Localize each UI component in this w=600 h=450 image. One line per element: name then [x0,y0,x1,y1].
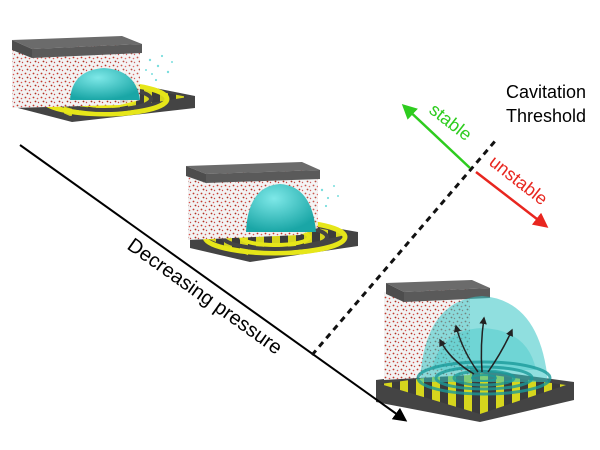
panel-medium-pressure-stable-nanobubble [186,162,358,262]
stable-label: stable [426,99,476,144]
nanobubble-medium [246,184,316,232]
nanobubble-cavitating [420,296,548,382]
expansion-arrows [439,316,513,375]
panel-cavitating-unstable-nanobubble [376,280,574,422]
decreasing-pressure-arrow [19,144,408,422]
nanobubble-small [70,68,140,100]
cavitation-threshold-label-line1: Cavitation [506,82,586,102]
cavitation-threshold-line [310,139,498,356]
unstable-arrow [475,171,549,228]
cavitation-threshold-label-line2: Threshold [506,106,586,126]
panel-low-pressure-stable-nanobubble [12,36,195,122]
unstable-label: unstable [486,151,552,209]
stable-arrow [401,103,471,169]
